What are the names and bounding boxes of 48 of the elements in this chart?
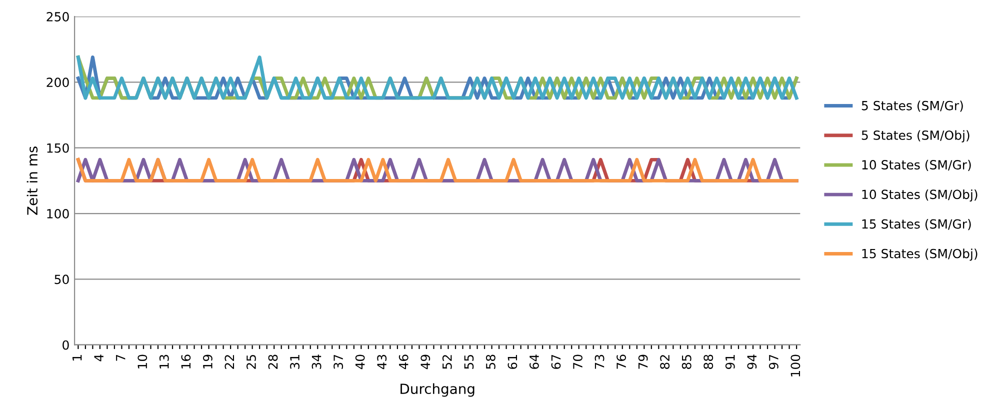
legend-label: 15 States (SM/Obj) bbox=[862, 248, 978, 261]
x-tick-label: 4 bbox=[94, 354, 104, 362]
x-tick-label: 34 bbox=[312, 354, 322, 369]
x-axis-title: Durchgang bbox=[400, 383, 474, 397]
x-tick-label: 64 bbox=[529, 354, 539, 369]
x-tick-label: 49 bbox=[420, 354, 430, 370]
x-tick-label: 88 bbox=[704, 354, 714, 369]
legend-label: 10 States (SM/Gr) bbox=[862, 160, 971, 171]
x-tick-label: 58 bbox=[486, 354, 496, 369]
x-tick-label: 79 bbox=[638, 354, 648, 369]
x-tick-label: 61 bbox=[508, 355, 518, 369]
x-tick-label: 46 bbox=[398, 354, 408, 370]
x-tick-label: 31 bbox=[290, 355, 300, 369]
x-tick-label: 52 bbox=[442, 355, 452, 369]
x-tick-label: 91 bbox=[725, 355, 735, 369]
x-tick-label: 55 bbox=[464, 354, 474, 369]
y-tick-label: 0 bbox=[62, 340, 69, 350]
x-tick-label: 40 bbox=[355, 354, 365, 370]
x-tick-label: 37 bbox=[334, 354, 344, 369]
x-tick-label: 100 bbox=[790, 354, 800, 376]
x-tick-label: 70 bbox=[573, 354, 582, 369]
legend-label: 5 States (SM/Obj) bbox=[862, 130, 970, 142]
legend-label: 15 States (SM/Gr) bbox=[862, 219, 971, 230]
x-tick-label: 67 bbox=[551, 354, 561, 369]
y-tick-label: 150 bbox=[47, 143, 69, 153]
y-tick-label: 250 bbox=[46, 12, 69, 22]
x-tick-label: 94 bbox=[747, 354, 757, 369]
y-tick-label: 50 bbox=[54, 274, 69, 284]
x-tick-label: 85 bbox=[682, 354, 692, 369]
x-tick-label: 28 bbox=[268, 354, 278, 369]
x-tick-label: 16 bbox=[181, 354, 191, 368]
x-tick-label: 97 bbox=[768, 354, 778, 369]
x-tick-label: 13 bbox=[159, 354, 169, 368]
x-tick-label: 25 bbox=[246, 354, 256, 369]
legend-label: 10 States (SM/Obj) bbox=[862, 189, 978, 202]
x-tick-label: 19 bbox=[202, 354, 212, 368]
legend-label: 5 States (SM/Gr) bbox=[862, 100, 963, 112]
x-tick-label: 82 bbox=[660, 355, 670, 369]
y-tick-label: 100 bbox=[47, 208, 69, 218]
x-tick-label: 10 bbox=[138, 354, 148, 368]
x-tick-label: 1 bbox=[72, 355, 82, 360]
y-axis-title: Zeit in ms bbox=[26, 146, 38, 215]
y-tick-label: 200 bbox=[46, 78, 69, 88]
x-tick-label: 7 bbox=[116, 354, 126, 361]
x-tick-label: 76 bbox=[616, 354, 626, 369]
x-tick-label: 73 bbox=[594, 354, 604, 369]
x-tick-label: 43 bbox=[377, 354, 387, 370]
x-tick-label: 22 bbox=[224, 355, 234, 369]
